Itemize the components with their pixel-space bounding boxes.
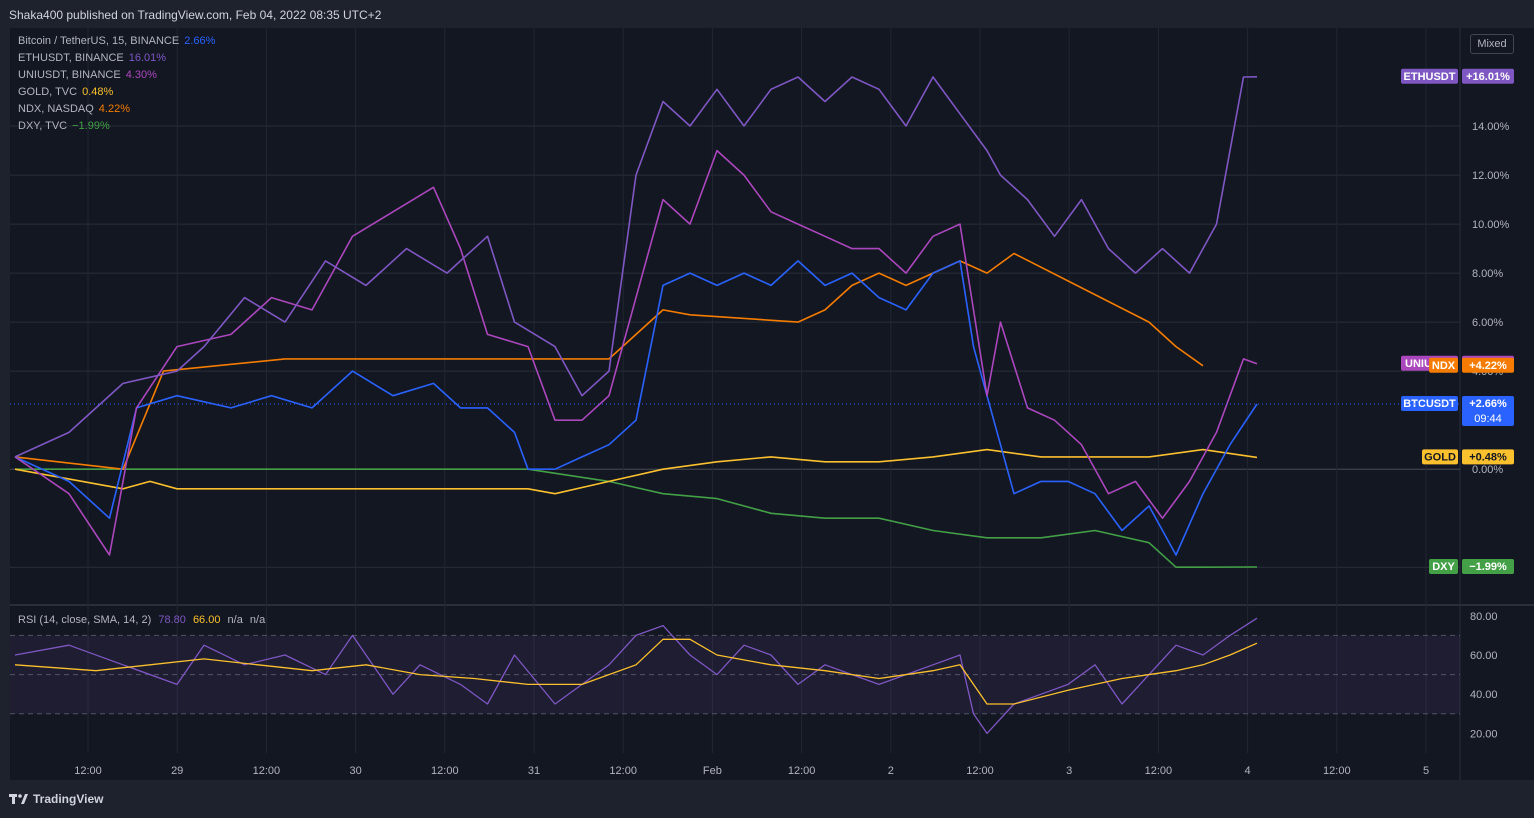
series-line-gold xyxy=(14,448,1258,495)
series-line-rsi xyxy=(14,617,1258,735)
series-line-dxy xyxy=(15,468,1258,568)
legend-item[interactable]: NDX, NASDAQ 4.22% xyxy=(18,103,130,115)
header-bar: Shaka400 published on TradingView.com, F… xyxy=(0,0,1534,28)
series-line-rsi-based-ma xyxy=(14,638,1258,705)
series-value-tag xyxy=(1462,558,1514,574)
legend-symbol-name: GOLD, TVC xyxy=(18,86,78,98)
mixed-scale-button[interactable]: Mixed xyxy=(1470,34,1514,54)
series-name-tag-text: DXY xyxy=(1432,561,1455,573)
series-line-uniusdt xyxy=(14,149,1258,556)
last-value-label: DXY −1.99% xyxy=(1429,558,1514,574)
last-value-label: ETHUSDT +16.01% xyxy=(1401,68,1514,84)
x-tick-label: 12:00 xyxy=(74,765,102,777)
rsi-y-tick-label: 60.00 xyxy=(1470,650,1498,662)
tradingview-logo-icon xyxy=(9,794,28,804)
legend-item[interactable]: ETHUSDT, BINANCE 16.01% xyxy=(18,52,166,64)
y-tick-label: 0.00% xyxy=(1472,464,1503,476)
series-value-tag xyxy=(1462,395,1514,426)
series-value-tag xyxy=(1462,357,1514,373)
tradingview-logo: TradingView xyxy=(9,792,103,806)
x-tick-label: Feb xyxy=(703,765,722,777)
y-tick-label: 12.00% xyxy=(1472,170,1510,182)
x-tick-label: 12:00 xyxy=(966,765,994,777)
legend-symbol-name: UNIUSDT, BINANCE xyxy=(18,69,121,81)
series-value-tag-text: +2.66% xyxy=(1469,398,1507,410)
x-tick-label: 29 xyxy=(171,765,183,777)
x-tick-label: 31 xyxy=(528,765,540,777)
rsi-ma-value: 66.00 xyxy=(192,614,221,626)
rsi-y-tick-label: 40.00 xyxy=(1470,689,1498,701)
legend-item[interactable]: UNIUSDT, BINANCE 4.30% xyxy=(18,69,157,81)
last-value-label: BTCUSDT +2.66% 09:44 xyxy=(1401,395,1514,426)
last-value-label: GOLD +0.48% xyxy=(1422,449,1514,465)
series-name-tag-text: GOLD xyxy=(1424,451,1456,463)
x-tick-label: 30 xyxy=(349,765,361,777)
legend-symbol-change: 0.48% xyxy=(82,86,114,98)
series-value-tag-text: +0.48% xyxy=(1469,451,1507,463)
legend-symbol-name: NDX, NASDAQ xyxy=(18,103,94,115)
publish-info: Shaka400 published on TradingView.com, F… xyxy=(9,8,382,22)
y-tick-label: 14.00% xyxy=(1472,121,1510,133)
x-tick-label: 2 xyxy=(888,765,894,777)
series-name-tag-text: BTCUSDT xyxy=(1403,398,1456,410)
series-line-ndx xyxy=(14,252,1204,470)
y-tick-label: 6.00% xyxy=(1472,317,1503,329)
legend-symbol-change: 4.30% xyxy=(125,69,157,81)
legend-item[interactable]: DXY, TVC −1.99% xyxy=(18,120,110,132)
legend-symbol-name: ETHUSDT, BINANCE xyxy=(18,52,124,64)
rsi-name: RSI (14, close, SMA, 14, 2) xyxy=(18,614,152,626)
x-tick-label: 12:00 xyxy=(609,765,637,777)
last-value-label: NDX +4.22% xyxy=(1429,357,1514,373)
rsi-na-1: n/a xyxy=(227,614,243,626)
series-name-tag xyxy=(1401,395,1458,411)
legend-symbol-change: 16.01% xyxy=(128,52,167,64)
series-value-tag-text: +4.22% xyxy=(1469,360,1507,372)
series-name-tag xyxy=(1401,68,1458,84)
x-tick-label: 12:00 xyxy=(1145,765,1173,777)
x-tick-label: 12:00 xyxy=(253,765,281,777)
series-name-tag xyxy=(1429,558,1458,574)
legend-symbol-change: 4.22% xyxy=(98,103,130,115)
legend-symbol-name: DXY, TVC xyxy=(18,120,68,132)
series-value-tag xyxy=(1462,449,1514,465)
series-name-tag xyxy=(1422,449,1458,465)
rsi-na-2: n/a xyxy=(249,614,266,626)
x-tick-label: 5 xyxy=(1423,765,1429,777)
countdown-text: 09:44 xyxy=(1474,413,1502,425)
y-tick-label: 10.00% xyxy=(1472,219,1510,231)
x-tick-label: 12:00 xyxy=(431,765,459,777)
tradingview-brand: TradingView xyxy=(33,792,104,806)
time-scale xyxy=(10,753,1534,780)
series-value-tag-text: −1.99% xyxy=(1469,561,1507,573)
series-line-ethusdt xyxy=(14,76,1258,458)
y-tick-label: 8.00% xyxy=(1472,268,1503,280)
series-name-tag xyxy=(1429,357,1458,373)
series-line-btcusdt xyxy=(14,260,1258,556)
price-scale xyxy=(1460,28,1534,753)
x-tick-label: 4 xyxy=(1245,765,1251,777)
series-value-tag-text: +16.01% xyxy=(1466,71,1510,83)
legend-symbol-name: Bitcoin / TetherUS, 15, BINANCE xyxy=(18,35,180,47)
legend-item[interactable]: GOLD, TVC 0.48% xyxy=(18,86,113,98)
series-value-tag xyxy=(1462,68,1514,84)
x-tick-label: 3 xyxy=(1066,765,1072,777)
x-tick-label: 12:00 xyxy=(788,765,816,777)
legend-symbol-change: 2.66% xyxy=(184,35,216,47)
rsi-value: 78.80 xyxy=(158,614,186,626)
rsi-pane xyxy=(10,606,1460,753)
rsi-y-tick-label: 20.00 xyxy=(1470,728,1498,740)
rsi-legend: RSI (14, close, SMA, 14, 2) 78.80 66.00 … xyxy=(18,614,265,626)
series-name-tag-text: NDX xyxy=(1432,360,1456,372)
rsi-y-tick-label: 80.00 xyxy=(1470,611,1498,623)
legend-item[interactable]: Bitcoin / TetherUS, 15, BINANCE 2.66% xyxy=(18,35,215,47)
legend-symbol-change: −1.99% xyxy=(72,120,110,132)
series-name-tag-text: ETHUSDT xyxy=(1404,71,1456,83)
x-tick-label: 12:00 xyxy=(1323,765,1351,777)
